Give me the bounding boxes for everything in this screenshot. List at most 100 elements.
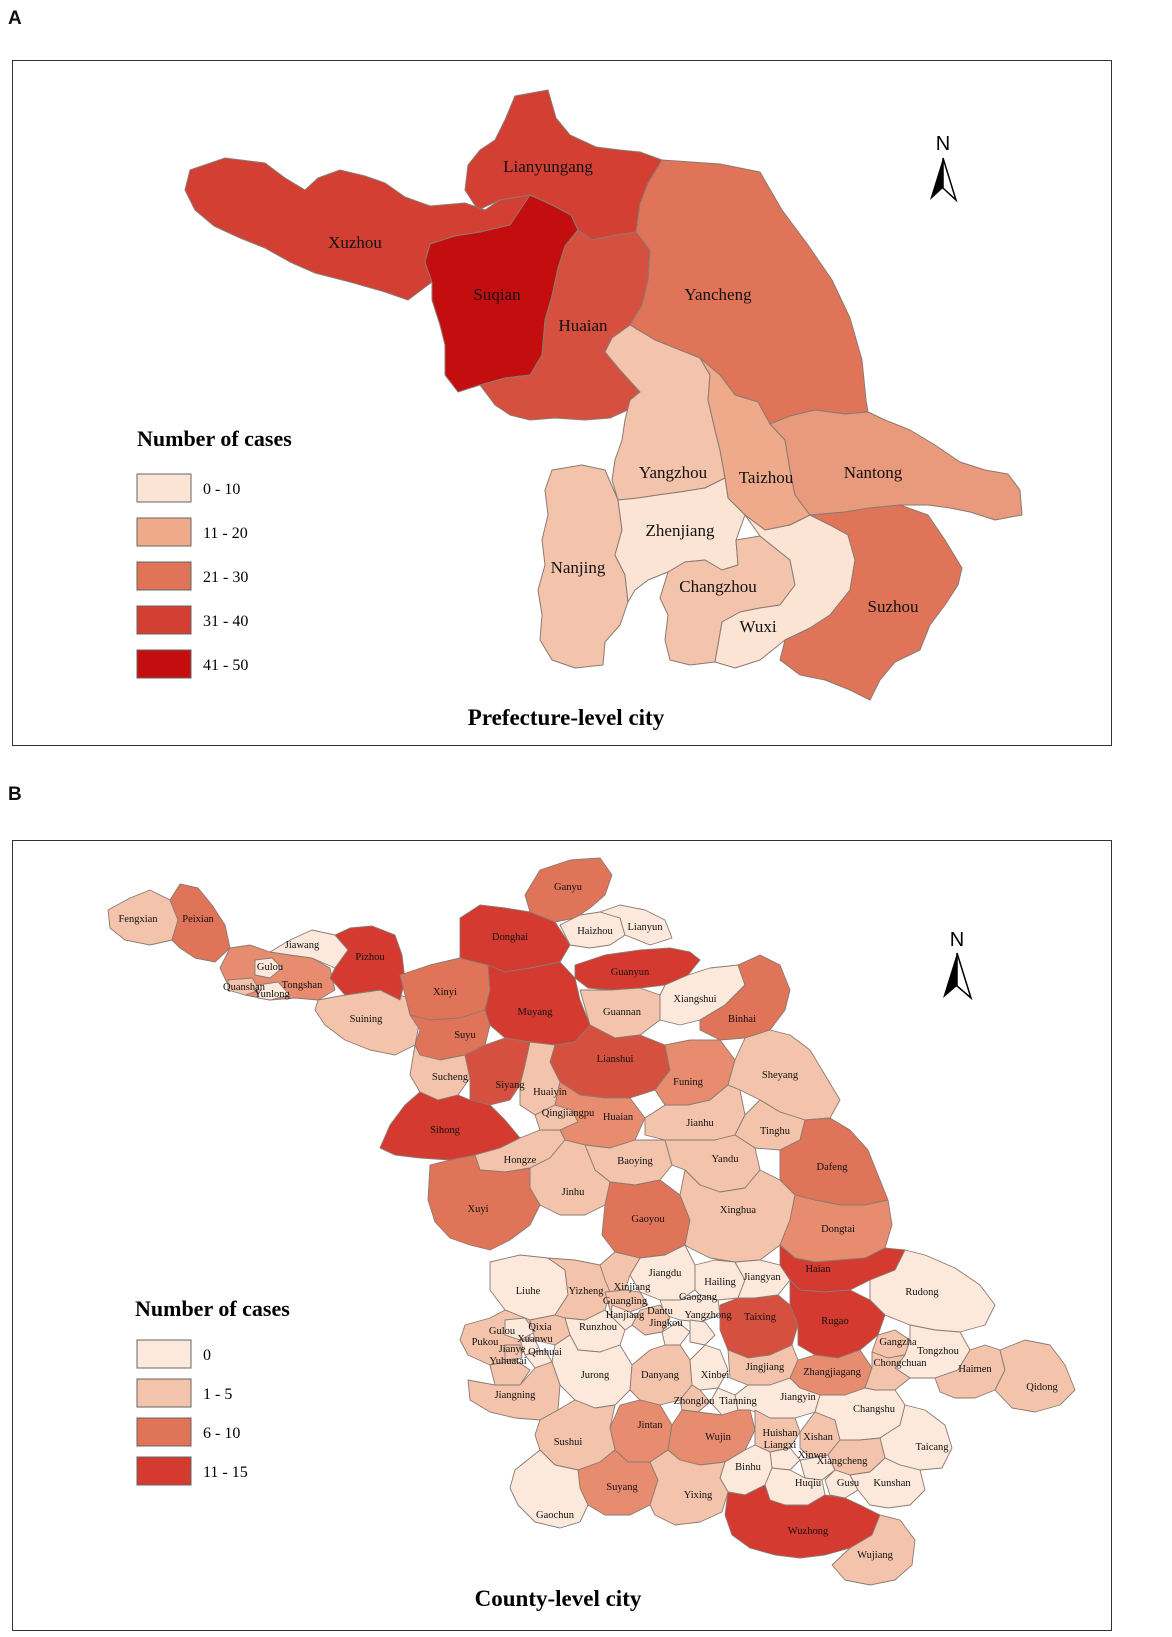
- label-xuanwu: Xuanwu: [517, 1334, 553, 1345]
- legend-swatch: [136, 605, 192, 635]
- legend-label: 41 - 50: [203, 657, 248, 674]
- label-wuzhong: Wuzhong: [788, 1526, 829, 1537]
- label-siyang: Siyang: [495, 1080, 525, 1091]
- label-sihong: Sihong: [430, 1125, 461, 1136]
- label-wuxi: Wuxi: [739, 617, 776, 636]
- county-jintan: [609, 1399, 673, 1463]
- label-taizhou: Taizhou: [739, 468, 794, 487]
- legend-label: 1 - 5: [203, 1386, 232, 1403]
- label-haizhou: Haizhou: [577, 926, 613, 937]
- label-peixian: Peixian: [182, 914, 214, 925]
- label-runzhou: Runzhou: [579, 1322, 618, 1333]
- county-qidong: [994, 1339, 1076, 1413]
- label-suyu: Suyu: [454, 1030, 476, 1041]
- label-lianshui: Lianshui: [597, 1054, 634, 1065]
- county-lianyun: [599, 904, 673, 946]
- label-funing: Funing: [673, 1077, 704, 1088]
- label-pizhou: Pizhou: [355, 952, 385, 963]
- label-xinghua: Xinghua: [720, 1205, 757, 1216]
- label-lianyungang: Lianyungang: [503, 157, 593, 176]
- label-huqiu: Huqiu: [795, 1478, 822, 1489]
- label-gaoyou: Gaoyou: [631, 1214, 665, 1225]
- label-jiangning: Jiangning: [495, 1390, 537, 1401]
- label-xinbei: Xinbei: [701, 1370, 730, 1381]
- label-sushui: Sushui: [554, 1437, 583, 1448]
- legend-swatch: [136, 517, 192, 547]
- north-arrow-b: N: [943, 929, 973, 1001]
- label-jiangyin: Jiangyin: [780, 1392, 816, 1403]
- label-taixing: Taixing: [744, 1312, 777, 1323]
- label-suyang: Suyang: [606, 1482, 638, 1493]
- legend-label: 21 - 30: [203, 569, 248, 586]
- label-suining: Suining: [350, 1014, 383, 1025]
- label-ganyu: Ganyu: [554, 882, 583, 893]
- county-liangxi: [769, 1447, 801, 1471]
- legend-label: 31 - 40: [203, 613, 248, 630]
- label-gusu: Gusu: [837, 1478, 860, 1489]
- legend-title-b: Number of cases: [135, 1296, 290, 1321]
- legend-swatch: [136, 561, 192, 591]
- label-hanjiang: Hanjiang: [606, 1310, 645, 1321]
- county-taixing: [719, 1294, 799, 1359]
- county-jiangdu: [629, 1244, 696, 1301]
- label-haian: Haian: [805, 1264, 831, 1275]
- label-zhonglou: Zhonglou: [674, 1396, 716, 1407]
- legend-swatch: [136, 1456, 192, 1486]
- label-jingkou: Jingkou: [649, 1318, 683, 1329]
- label-xuzhou: Xuzhou: [328, 233, 382, 252]
- county-gulou-xz: [254, 957, 283, 979]
- label-yangzhong: Yangzhong: [684, 1310, 732, 1321]
- label-tinghu: Tinghu: [760, 1126, 791, 1137]
- label-suzhou: Suzhou: [868, 597, 920, 616]
- label-nanjing: Nanjing: [551, 558, 606, 577]
- label-changshu: Changshu: [853, 1404, 896, 1415]
- label-xishan: Xishan: [803, 1432, 833, 1443]
- label-qinhuai: Qinhuai: [528, 1347, 562, 1358]
- label-jiangyan: Jiangyan: [743, 1272, 781, 1283]
- legend-label: 0 - 10: [203, 481, 240, 498]
- label-sheyang: Sheyang: [762, 1070, 799, 1081]
- label-dantu: Dantu: [647, 1306, 673, 1317]
- label-yixing: Yixing: [684, 1490, 713, 1501]
- label-lianyun: Lianyun: [628, 922, 664, 933]
- label-yangzhou: Yangzhou: [639, 463, 708, 482]
- north-arrow-a: N: [930, 133, 958, 203]
- label-gaogang: Gaogang: [679, 1292, 718, 1303]
- label-nantong: Nantong: [844, 463, 903, 482]
- label-qixia: Qixia: [528, 1322, 552, 1333]
- label-fengxian: Fengxian: [118, 914, 158, 925]
- label-guannan: Guannan: [603, 1007, 642, 1018]
- county-wujiang: [831, 1514, 916, 1586]
- north-label-b: N: [950, 929, 964, 951]
- legend-label: 11 - 15: [203, 1464, 248, 1481]
- county-yunlong: [257, 981, 291, 1001]
- label-xuyi: Xuyi: [468, 1204, 489, 1215]
- label-jianye: Jianye: [499, 1344, 526, 1355]
- panel-a-letter: A: [8, 8, 22, 29]
- label-jintan: Jintan: [637, 1420, 663, 1431]
- label-jianhu: Jianhu: [686, 1118, 714, 1129]
- label-qingjiangpu: Qingjiangpu: [542, 1108, 595, 1119]
- label-chongchuan: Chongchuan: [873, 1358, 927, 1369]
- county-xinjiang: [599, 1251, 641, 1293]
- label-baoying: Baoying: [617, 1156, 653, 1167]
- legend-b: 0 1 - 5 6 - 10 11 - 15: [136, 1339, 248, 1486]
- label-huaian: Huaian: [603, 1112, 634, 1123]
- label-huaian: Huaian: [558, 316, 608, 335]
- legend-label: 11 - 20: [203, 525, 248, 542]
- label-jiawang: Jiawang: [285, 940, 320, 951]
- label-rugao: Rugao: [821, 1316, 848, 1327]
- label-xiangcheng: Xiangcheng: [817, 1456, 868, 1467]
- label-changzhou: Changzhou: [679, 577, 757, 596]
- label-yizheng: Yizheng: [569, 1286, 605, 1297]
- label-tongshan: Tongshan: [282, 980, 323, 991]
- county-rugao: [789, 1279, 886, 1359]
- label-binhu: Binhu: [735, 1462, 761, 1473]
- county-gaochun: [509, 1449, 589, 1529]
- label-binhai: Binhai: [728, 1014, 756, 1025]
- legend-a: 0 - 10 11 - 20 21 - 30 31 - 40 41 - 50: [136, 473, 248, 679]
- county-jingkou: [661, 1321, 691, 1346]
- panel-b-letter: B: [8, 784, 22, 805]
- label-muyang: Muyang: [518, 1007, 554, 1018]
- county-sucheng: [409, 1044, 471, 1101]
